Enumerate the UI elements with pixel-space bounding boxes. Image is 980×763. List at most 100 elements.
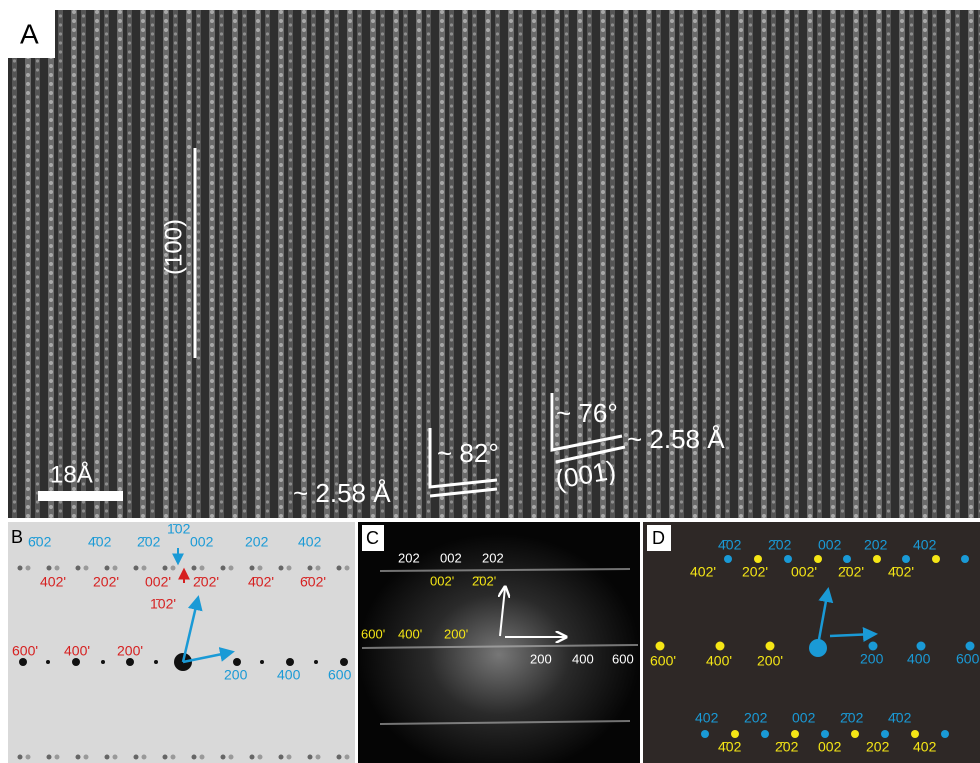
- spot: [233, 658, 241, 666]
- spot: [47, 755, 52, 760]
- panel-b-bg: [8, 522, 355, 763]
- label: 002: [792, 710, 816, 726]
- spot: [308, 755, 313, 760]
- label: 200: [860, 651, 884, 667]
- label: 2̄02: [840, 710, 864, 726]
- spot: [258, 566, 263, 571]
- label: ~ 2.58 Å: [627, 424, 725, 454]
- label: 202: [864, 537, 888, 553]
- spot: [701, 730, 709, 738]
- label: 002: [190, 534, 214, 550]
- spot: [163, 755, 168, 760]
- label: 200': [757, 653, 783, 669]
- spot: [126, 658, 134, 666]
- label: 400': [398, 626, 422, 641]
- label: ~ 82°: [437, 438, 499, 468]
- spot: [192, 566, 197, 571]
- label: ~ 76°: [556, 398, 618, 428]
- label: (100): [160, 219, 187, 275]
- label: 4̄02': [888, 564, 914, 580]
- spot: [72, 658, 80, 666]
- spot: [814, 555, 822, 563]
- spot: [26, 566, 31, 571]
- spot: [113, 755, 118, 760]
- label: 400': [706, 653, 732, 669]
- spot: [26, 755, 31, 760]
- spot: [314, 660, 318, 664]
- label: 400: [907, 651, 931, 667]
- spot: [731, 730, 739, 738]
- spot: [337, 755, 342, 760]
- label: 6̄02: [28, 534, 52, 550]
- spot: [917, 642, 926, 651]
- label: B: [11, 527, 23, 547]
- label: 202: [744, 710, 768, 726]
- figure: A(100)18Å~ 82°~ 2.58 Å~ 76°~ 2.58 Å(001)…: [0, 0, 980, 763]
- label: 402: [913, 537, 937, 553]
- spot: [340, 658, 348, 666]
- spot: [171, 566, 176, 571]
- spot: [873, 555, 881, 563]
- spot: [761, 730, 769, 738]
- label: 402': [40, 574, 66, 590]
- spot: [19, 658, 27, 666]
- spot: [258, 755, 263, 760]
- label: 600': [12, 643, 38, 659]
- label: ~ 2.58 Å: [293, 478, 391, 508]
- spot: [287, 755, 292, 760]
- label: 402': [690, 564, 716, 580]
- spot: [101, 660, 105, 664]
- spot: [656, 642, 665, 651]
- label: 4̄02': [248, 574, 274, 590]
- label: 6̄02': [300, 574, 326, 590]
- spot: [821, 730, 829, 738]
- spot: [791, 730, 799, 738]
- spot: [250, 755, 255, 760]
- label: 002': [791, 564, 817, 580]
- spot: [76, 755, 81, 760]
- spot: [308, 566, 313, 571]
- label: 200': [117, 643, 143, 659]
- spot: [18, 566, 23, 571]
- spot: [84, 755, 89, 760]
- label: A: [20, 18, 39, 49]
- label: 4̄02: [88, 534, 112, 550]
- spot: [316, 755, 321, 760]
- label: 400': [64, 643, 90, 659]
- spot: [337, 566, 342, 571]
- spot: [869, 642, 878, 651]
- spot: [345, 755, 350, 760]
- spot: [766, 642, 775, 651]
- label: 002: [440, 550, 462, 565]
- spot: [192, 755, 197, 760]
- spot: [932, 555, 940, 563]
- label: 600: [612, 651, 634, 666]
- spot: [76, 566, 81, 571]
- spot: [286, 658, 294, 666]
- label: 002: [818, 739, 842, 755]
- spot: [784, 555, 792, 563]
- scale-bar: [38, 491, 123, 501]
- label: 600: [328, 667, 352, 683]
- spot: [279, 566, 284, 571]
- label: 200': [444, 626, 468, 641]
- spot: [154, 660, 158, 664]
- label: 400: [572, 651, 594, 666]
- spot: [881, 730, 889, 738]
- spot: [46, 660, 50, 664]
- label: 202: [866, 739, 890, 755]
- label: 002': [145, 574, 171, 590]
- label: 202': [742, 564, 768, 580]
- label: 202: [398, 550, 420, 565]
- spot: [287, 566, 292, 571]
- spot: [84, 566, 89, 571]
- spot: [902, 555, 910, 563]
- spot: [47, 566, 52, 571]
- spot: [105, 755, 110, 760]
- label: 2̄02: [775, 739, 799, 755]
- label: 1̄02': [150, 596, 176, 612]
- label: 600': [361, 626, 385, 641]
- spot: [221, 755, 226, 760]
- spot: [229, 566, 234, 571]
- label: 002': [430, 573, 454, 588]
